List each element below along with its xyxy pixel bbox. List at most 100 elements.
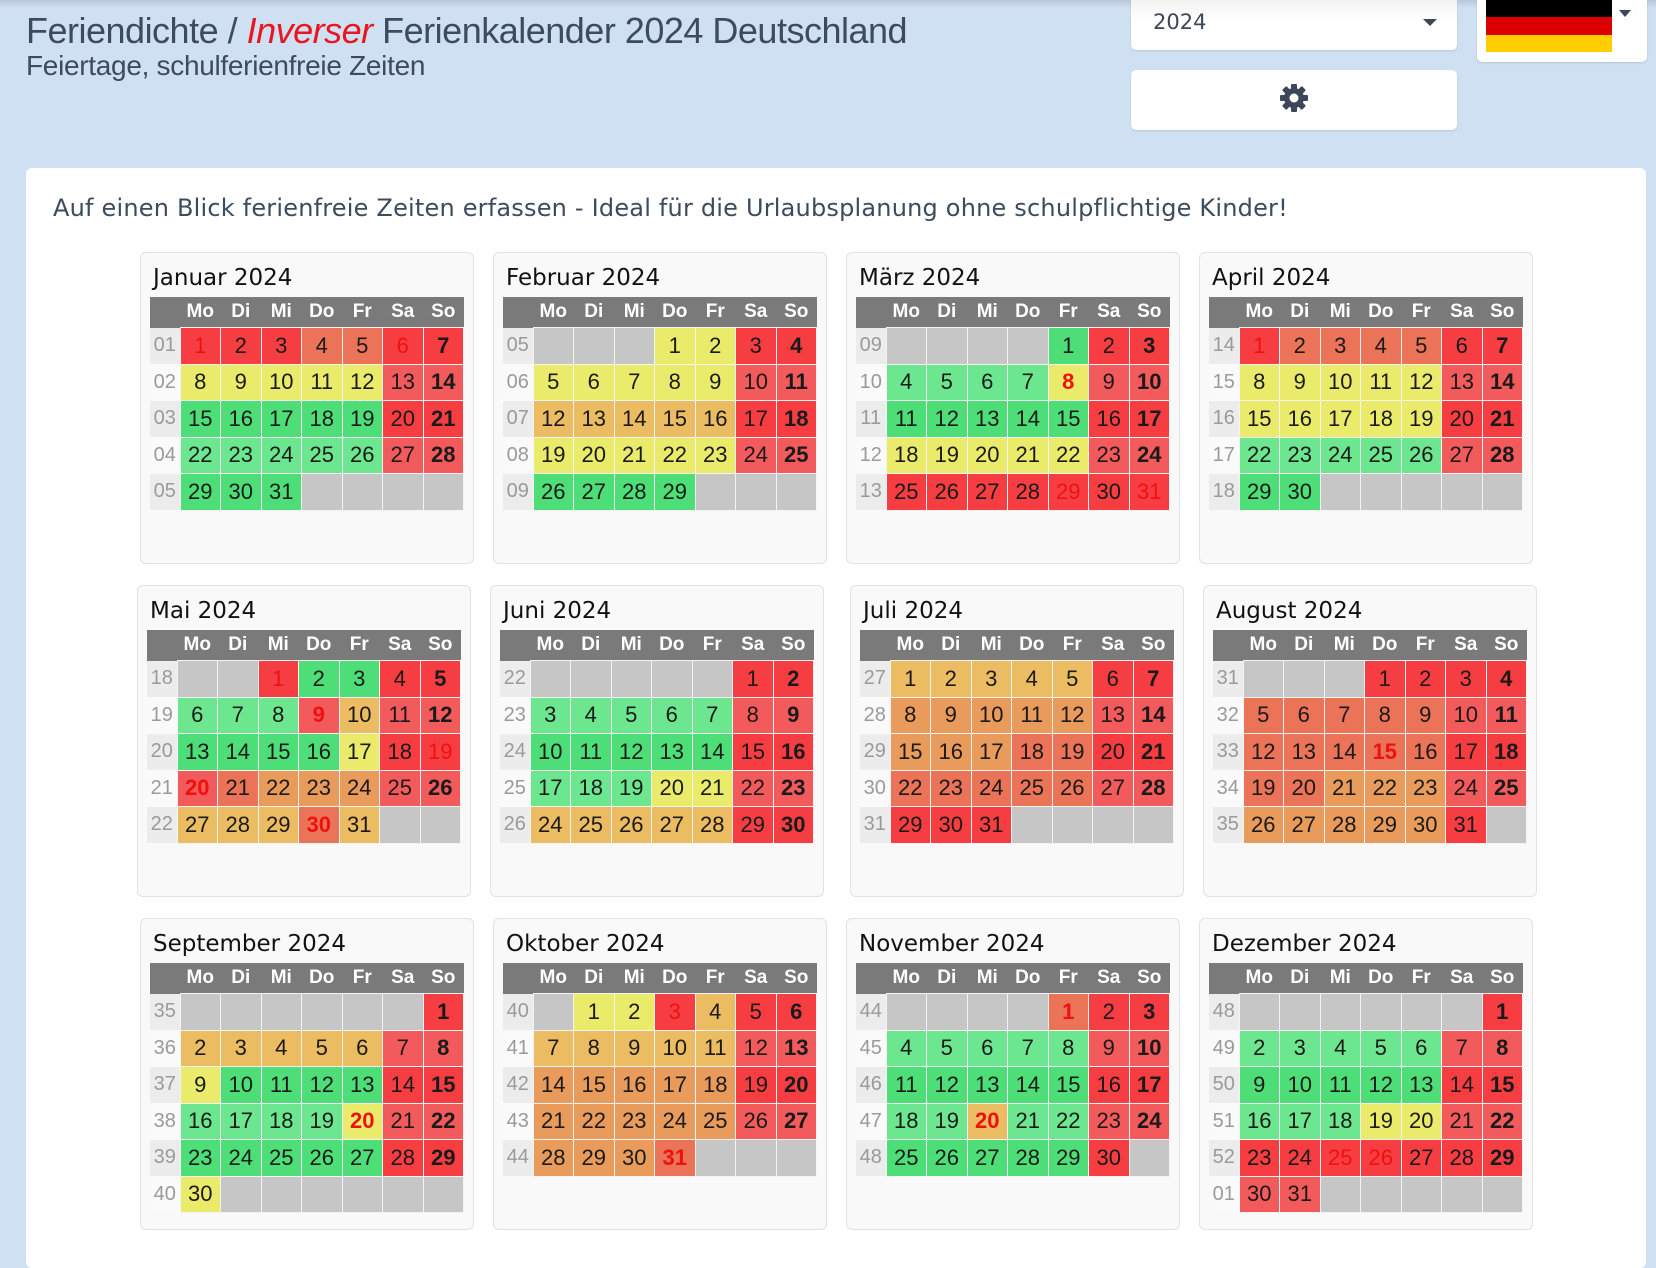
day-cell[interactable]: 31 [970,806,1012,844]
day-cell[interactable]: 21 [422,400,464,438]
day-cell[interactable]: 16 [1279,400,1321,438]
day-cell[interactable]: 29 [889,806,931,844]
day-cell[interactable]: 24 [1445,769,1487,807]
day-cell[interactable]: 22 [179,436,221,474]
day-cell[interactable]: 28 [613,473,655,511]
day-cell[interactable]: 28 [1323,806,1365,844]
day-cell[interactable]: 10 [1279,1066,1321,1104]
day-cell[interactable]: 31 [1128,473,1170,511]
day-cell[interactable]: 3 [260,327,302,365]
day-cell[interactable]: 1 [257,660,299,698]
day-cell[interactable]: 13 [1283,733,1325,771]
day-cell[interactable]: 7 [1132,660,1174,698]
day-cell[interactable]: 18 [1319,1102,1361,1140]
day-cell[interactable]: 11 [1360,363,1402,401]
day-cell[interactable]: 14 [1007,400,1049,438]
day-cell[interactable]: 23 [613,1102,655,1140]
day-cell[interactable]: 30 [298,806,340,844]
day-cell[interactable]: 26 [532,473,574,511]
day-cell[interactable]: 8 [732,696,774,734]
day-cell[interactable]: 4 [301,327,343,365]
day-cell[interactable]: 10 [735,363,777,401]
day-cell[interactable]: 30 [1088,1139,1130,1177]
day-cell[interactable]: 26 [1400,436,1442,474]
day-cell[interactable]: 11 [885,1066,927,1104]
day-cell[interactable]: 25 [775,436,817,474]
day-cell[interactable]: 15 [1364,733,1406,771]
day-cell[interactable]: 18 [301,400,343,438]
day-cell[interactable]: 30 [772,806,814,844]
day-cell[interactable]: 26 [610,806,652,844]
day-cell[interactable]: 27 [1283,806,1325,844]
day-cell[interactable]: 30 [1088,473,1130,511]
day-cell[interactable]: 15 [732,733,774,771]
day-cell[interactable]: 25 [570,806,612,844]
day-cell[interactable]: 10 [1319,363,1361,401]
day-cell[interactable]: 14 [1323,733,1365,771]
day-cell[interactable]: 9 [179,1066,221,1104]
day-cell[interactable]: 30 [1279,473,1321,511]
day-cell[interactable]: 19 [610,769,652,807]
day-cell[interactable]: 22 [573,1102,615,1140]
day-cell[interactable]: 12 [419,696,461,734]
day-cell[interactable]: 2 [772,660,814,698]
day-cell[interactable]: 14 [532,1066,574,1104]
day-cell[interactable]: 23 [1088,436,1130,474]
day-cell[interactable]: 8 [179,363,221,401]
day-cell[interactable]: 5 [735,993,777,1031]
day-cell[interactable]: 4 [885,363,927,401]
day-cell[interactable]: 23 [1088,1102,1130,1140]
day-cell[interactable]: 26 [301,1139,343,1177]
day-cell[interactable]: 7 [1323,696,1365,734]
day-cell[interactable]: 15 [1481,1066,1523,1104]
day-cell[interactable]: 20 [176,769,218,807]
day-cell[interactable]: 18 [885,436,927,474]
day-cell[interactable]: 12 [926,400,968,438]
day-cell[interactable]: 4 [775,327,817,365]
day-cell[interactable]: 29 [1047,1139,1089,1177]
day-cell[interactable]: 14 [613,400,655,438]
day-cell[interactable]: 25 [1485,769,1527,807]
day-cell[interactable]: 25 [301,436,343,474]
day-cell[interactable]: 29 [654,473,696,511]
day-cell[interactable]: 15 [573,1066,615,1104]
day-cell[interactable]: 13 [775,1029,817,1067]
day-cell[interactable]: 4 [1011,660,1053,698]
day-cell[interactable]: 9 [694,363,736,401]
day-cell[interactable]: 5 [419,660,461,698]
day-cell[interactable]: 6 [966,1029,1008,1067]
day-cell[interactable]: 25 [885,473,927,511]
day-cell[interactable]: 13 [1441,363,1483,401]
day-cell[interactable]: 19 [419,733,461,771]
day-cell[interactable]: 20 [1400,1102,1442,1140]
day-cell[interactable]: 1 [422,993,464,1031]
day-cell[interactable]: 12 [1360,1066,1402,1104]
day-cell[interactable]: 9 [1238,1066,1280,1104]
day-cell[interactable]: 3 [735,327,777,365]
day-cell[interactable]: 11 [885,400,927,438]
day-cell[interactable]: 21 [1132,733,1174,771]
day-cell[interactable]: 22 [889,769,931,807]
day-cell[interactable]: 11 [260,1066,302,1104]
day-cell[interactable]: 1 [179,327,221,365]
day-cell[interactable]: 19 [301,1102,343,1140]
day-cell[interactable]: 28 [1007,1139,1049,1177]
day-cell[interactable]: 15 [1238,400,1280,438]
day-cell[interactable]: 14 [1441,1066,1483,1104]
day-cell[interactable]: 12 [301,1066,343,1104]
day-cell[interactable]: 3 [338,660,380,698]
day-cell[interactable]: 11 [775,363,817,401]
day-cell[interactable]: 17 [1128,400,1170,438]
day-cell[interactable]: 16 [220,400,262,438]
day-cell[interactable]: 15 [1047,1066,1089,1104]
day-cell[interactable]: 19 [1360,1102,1402,1140]
day-cell[interactable]: 14 [382,1066,424,1104]
day-cell[interactable]: 27 [382,436,424,474]
day-cell[interactable]: 17 [735,400,777,438]
day-cell[interactable]: 29 [179,473,221,511]
day-cell[interactable]: 17 [1445,733,1487,771]
day-cell[interactable]: 15 [422,1066,464,1104]
day-cell[interactable]: 19 [532,436,574,474]
day-cell[interactable]: 22 [1047,1102,1089,1140]
day-cell[interactable]: 10 [654,1029,696,1067]
